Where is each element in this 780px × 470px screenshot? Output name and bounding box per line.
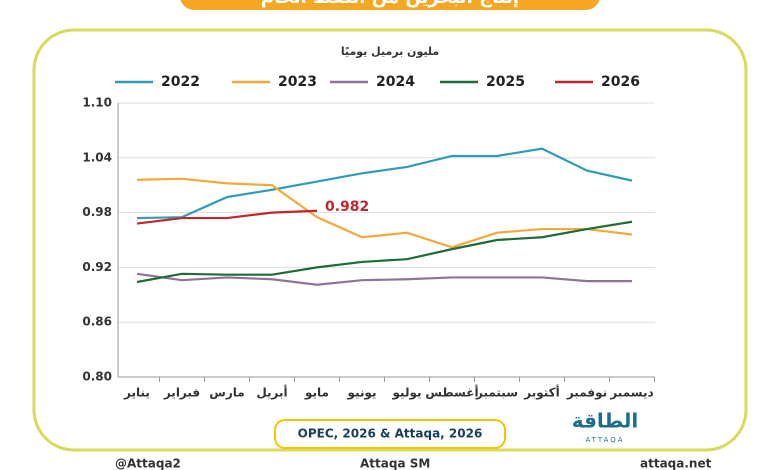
x-tick-label: يوليو	[392, 386, 422, 401]
footer-handle: @Attaqa2	[115, 457, 181, 470]
plot: 0.80 0.86 0.92 0.98 1.04 1.10 يناير فبراير مارس أ…	[82, 96, 655, 401]
y-tick-label: 0.80	[82, 370, 112, 384]
source: OPEC, 2026 & Attaqa, 2026	[298, 427, 483, 441]
title-banner	[180, 0, 600, 10]
y-tick-label: 0.86	[82, 315, 112, 329]
x-tick-label: يناير	[123, 386, 150, 400]
x-tick-label: سبتمبر	[475, 386, 518, 400]
logo-name: الطاقة	[572, 409, 639, 433]
footer-handle: Attaqa SM	[360, 457, 430, 470]
y-tick-label: 0.98	[82, 205, 112, 219]
legend-label: 2023	[278, 74, 317, 90]
y-tick-label: 1.04	[82, 150, 112, 164]
x-tick-label: ديسمبر	[609, 386, 653, 400]
x-tick-label: أغسطس	[425, 385, 478, 400]
data-label: 0.982	[325, 199, 369, 215]
series-line	[136, 147, 633, 220]
footer-site: attaqa.net	[640, 457, 712, 470]
x-tick-label: أبريل	[256, 385, 287, 400]
series-line	[136, 209, 318, 225]
legend-label: 2024	[376, 74, 415, 90]
x-tick-label: مايو	[304, 386, 329, 401]
x-tick-label: يونيو	[347, 386, 377, 401]
legend-label: 2022	[161, 74, 200, 90]
series-line	[136, 220, 633, 284]
chart-title: إنتاج البحرين من النفط الخام	[261, 0, 519, 8]
legend-label: 2025	[486, 74, 525, 90]
x-tick-label: مارس	[209, 386, 244, 400]
y-tick-label: 1.10	[82, 96, 112, 110]
x-tick-label: نوفمبر	[566, 386, 607, 401]
series-line	[136, 177, 633, 249]
legend: 2022 2023 2024 2025 2026	[115, 74, 640, 90]
x-tick-label: فبراير	[163, 386, 200, 400]
logo-latin: ATTAQA	[585, 436, 624, 444]
x-tick-label: أكتوبر	[523, 385, 559, 401]
y-tick-label: 0.92	[82, 260, 112, 274]
y-axis-label: مليون برميل يوميًا	[341, 45, 439, 58]
legend-label: 2026	[601, 74, 640, 90]
source-box	[274, 419, 506, 449]
series-line	[136, 272, 632, 286]
frame	[32, 28, 748, 452]
